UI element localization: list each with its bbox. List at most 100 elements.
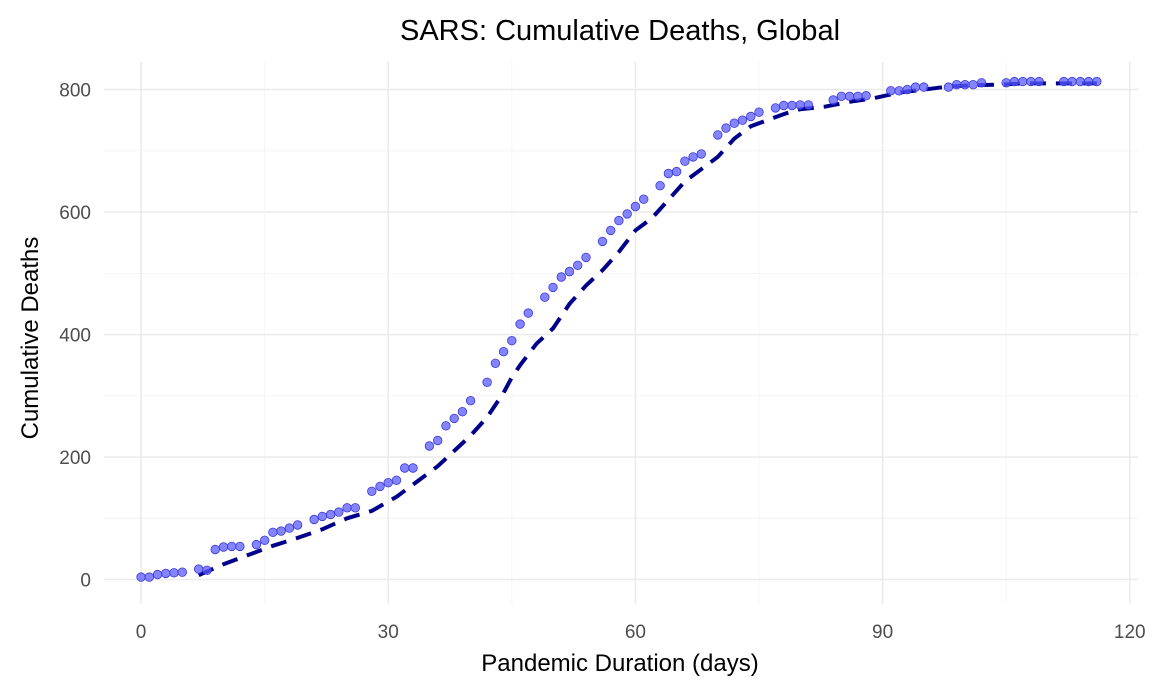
x-axis-title: Pandemic Duration (days) (481, 650, 758, 677)
data-point (614, 215, 624, 226)
x-axis-tick-labels: 0 30 60 90 120 (136, 622, 1146, 643)
data-point (968, 79, 978, 90)
data-point (268, 527, 278, 538)
data-point (342, 503, 352, 513)
data-point (1018, 76, 1028, 87)
data-point (919, 82, 929, 92)
gridlines (104, 62, 1138, 604)
data-point (507, 336, 517, 346)
data-point (1009, 76, 1020, 87)
y-axis-title: Cumulative Deaths (17, 237, 44, 440)
x-tick-label: 120 (1114, 622, 1146, 643)
data-point (597, 236, 608, 247)
data-point (457, 407, 468, 417)
data-point (260, 535, 270, 546)
data-point (1075, 76, 1086, 87)
data-point (1083, 76, 1094, 87)
y-axis-tick-labels: 0 200 400 600 800 (59, 81, 91, 592)
data-point (655, 180, 665, 191)
data-point (729, 118, 740, 128)
data-point (515, 319, 525, 329)
data-point (836, 91, 847, 102)
data-point (548, 282, 558, 293)
data-point (737, 115, 748, 125)
data-point (292, 520, 303, 530)
data-point (606, 225, 616, 236)
data-point (177, 567, 188, 577)
data-point (367, 486, 377, 497)
x-tick-label: 90 (872, 622, 893, 643)
data-point (746, 111, 756, 122)
data-point (169, 568, 179, 578)
data-point (161, 568, 171, 579)
data-point (960, 79, 970, 90)
data-point (325, 509, 336, 520)
data-point (1026, 76, 1036, 87)
data-point (144, 572, 155, 582)
data-point (251, 539, 262, 550)
data-point (1034, 76, 1044, 87)
x-tick-label: 0 (136, 622, 147, 643)
x-tick-label: 60 (625, 622, 646, 643)
data-point (1001, 78, 1011, 88)
data-point (334, 507, 344, 517)
data-point (523, 308, 534, 318)
data-point (1092, 76, 1102, 87)
data-point (490, 358, 501, 369)
x-tick-label: 30 (378, 622, 399, 643)
data-point (853, 91, 863, 102)
data-point (770, 103, 781, 113)
data-point (408, 463, 418, 473)
data-point (787, 100, 797, 111)
data-point (276, 526, 286, 536)
data-point (680, 156, 690, 166)
data-point (556, 272, 567, 282)
data-point (433, 435, 443, 446)
chart-title: SARS: Cumulative Deaths, Global (400, 15, 840, 47)
y-tick-label: 400 (59, 326, 91, 347)
dashed-fit-line (197, 81, 1097, 578)
data-points-layer (136, 76, 1102, 582)
data-point (976, 78, 987, 88)
data-point (441, 421, 451, 431)
data-point (952, 79, 962, 90)
data-point (581, 252, 591, 263)
fit-line-layer (197, 81, 1097, 578)
data-point (696, 149, 707, 159)
data-point (779, 100, 789, 111)
data-point (400, 463, 410, 473)
data-point (1067, 76, 1077, 87)
data-point (482, 377, 492, 388)
data-point (886, 86, 896, 96)
data-point (449, 413, 459, 424)
data-point (754, 107, 764, 117)
data-point (465, 396, 476, 406)
data-point (902, 84, 913, 95)
data-point (671, 166, 682, 177)
data-point (540, 292, 550, 302)
data-point (721, 123, 731, 133)
data-point (235, 541, 245, 552)
data-point (498, 347, 509, 357)
data-point (943, 82, 954, 92)
data-point (688, 152, 698, 162)
data-point (894, 86, 904, 96)
y-tick-label: 800 (59, 81, 91, 102)
data-point (383, 478, 393, 488)
data-point (713, 130, 723, 140)
data-point (317, 511, 328, 522)
y-tick-label: 600 (59, 203, 91, 224)
data-point (193, 564, 204, 574)
y-tick-label: 200 (59, 448, 91, 469)
data-point (226, 541, 237, 552)
data-point (375, 481, 385, 492)
data-point (573, 260, 583, 271)
data-point (202, 565, 212, 576)
data-point (861, 90, 871, 101)
data-point (828, 95, 838, 105)
data-point (391, 475, 402, 486)
data-point (218, 542, 229, 552)
data-point (210, 544, 220, 555)
data-point (284, 523, 295, 533)
data-point (844, 91, 855, 102)
